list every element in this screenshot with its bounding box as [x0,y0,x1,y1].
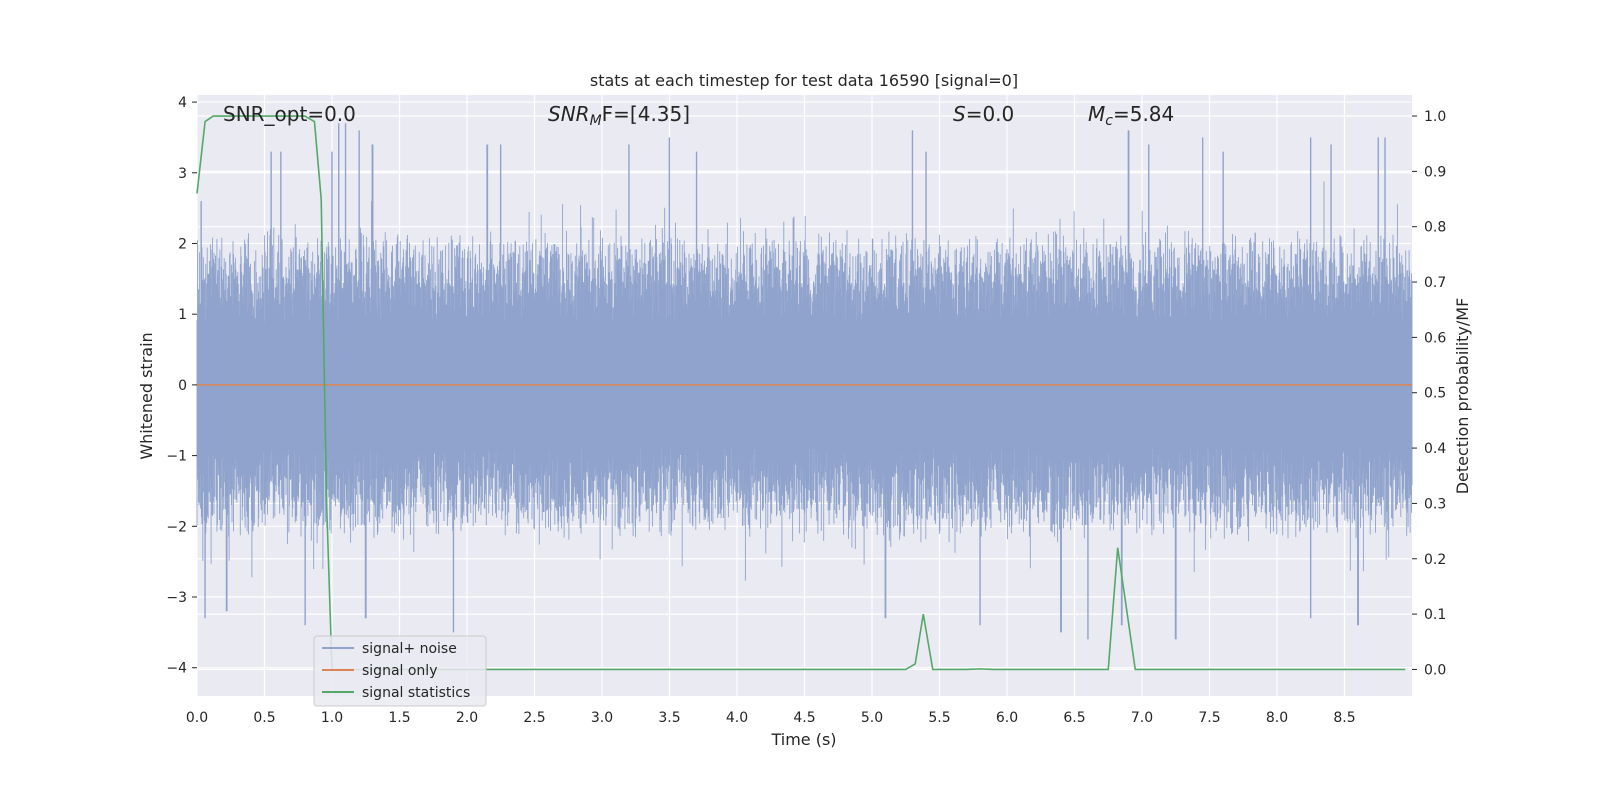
x-tick-label: 7.5 [1198,710,1220,726]
signal-statistics-line [196,115,1406,671]
x-tick-label: 5.5 [928,710,950,726]
y-right-tick-label: 0.5 [1424,386,1446,402]
y-right-tick-label: 0.7 [1424,275,1446,291]
legend-label-signal-noise: signal+ noise [362,641,457,657]
y-right-tick-label: 0.2 [1424,552,1446,568]
legend-label-signal-only: signal only [362,663,437,679]
annotation-snr-opt: SNR_opt=0.0 [223,102,356,126]
y-tick-label: 0 [178,378,187,394]
line-series [196,115,1412,671]
x-axis-label: Time (s) [770,730,836,749]
y-right-tick-label: 1.0 [1424,109,1446,125]
annotation-snr-mf: SNRMF=[4.35] [548,102,690,129]
legend: signal+ noise signal only signal statist… [313,635,487,707]
x-tick-label: 4.0 [726,710,748,726]
x-tick-label: 2.5 [523,710,545,726]
y-right-tick-label: 0.9 [1424,164,1446,180]
x-tick-label: 1.0 [321,710,343,726]
y-tick-label: 3 [178,166,187,182]
x-tick-label: 3.5 [658,710,680,726]
annotation-mc-tail: =5.84 [1113,102,1174,126]
x-tick-label: 7.0 [1131,710,1153,726]
annotation-snr-mf-sub: M [590,113,602,129]
y-right-tick-label: 0.3 [1424,496,1446,512]
y-axis-label: Whitened strain [137,332,156,459]
y-right-tick-label: 0.6 [1424,330,1446,346]
x-tick-label: 6.5 [1063,710,1085,726]
y-tick-label: 2 [178,236,187,252]
x-tick-label: 0.5 [253,710,275,726]
x-tick-label: 5.0 [861,710,883,726]
x-tick-label: 6.0 [996,710,1018,726]
x-tick-label: 3.0 [591,710,613,726]
annotation-mc-main: M [1088,102,1105,126]
chart-title: stats at each timestep for test data 165… [590,71,1018,90]
x-tick-label: 8.0 [1266,710,1288,726]
x-tick-label: 0.0 [186,710,208,726]
y-tick-label: −3 [166,590,187,606]
annotation-mc: Mc=5.84 [1088,102,1174,129]
annotation-s: S=0.0 [953,102,1014,126]
y-right-tick-label: 0.1 [1424,607,1446,623]
x-tick-label: 2.0 [456,710,478,726]
y-right-tick-label: 0.4 [1424,441,1446,457]
legend-box [313,635,487,707]
annotation-s-main: S [953,102,966,126]
x-tick-label: 8.5 [1333,710,1355,726]
annotation-s-tail: =0.0 [966,102,1015,126]
y-tick-label: −4 [166,661,187,677]
y-right-tick-label: 0.8 [1424,220,1446,236]
y-tick-label: 1 [178,307,187,323]
annotation-snr-mf-tail: F=[4.35] [602,102,690,126]
y-tick-label: −2 [166,519,187,535]
axes: 0.0 0.5 1.0 1.5 2.0 2.5 3.0 3.5 4.0 4.5 5.0 5.5 6.0 6… [166,95,1446,726]
y-right-tick-label: 0.0 [1424,662,1446,678]
x-tick-label: 4.5 [793,710,815,726]
legend-label-signal-statistics: signal statistics [362,685,470,701]
y-axis-right-label: Detection probability/MF [1453,298,1472,495]
x-tick-label: 1.5 [388,710,410,726]
y-tick-label: −1 [166,449,187,465]
annotation-snr-mf-main: SNR [548,102,590,126]
annotation-mc-sub: c [1105,113,1113,129]
y-tick-label: 4 [178,95,187,111]
